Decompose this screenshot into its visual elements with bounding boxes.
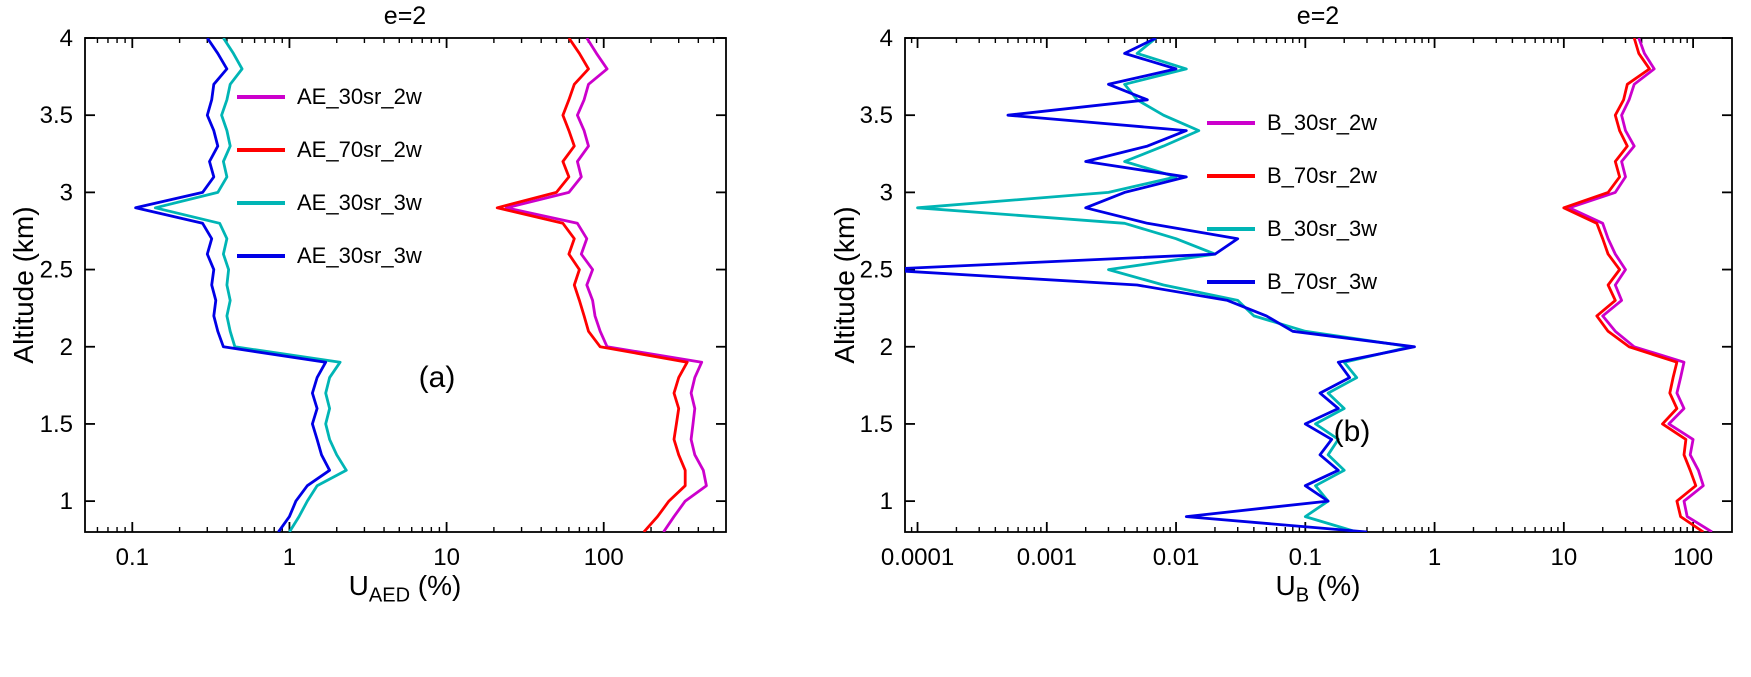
y-tick-label: 3.5 bbox=[860, 102, 893, 129]
legend-line-swatch bbox=[1207, 280, 1255, 284]
axes-box bbox=[904, 37, 1733, 533]
legend-line-swatch bbox=[1207, 121, 1255, 125]
y-tick-label: 2 bbox=[60, 334, 73, 361]
legend-label: AE_30sr_3w bbox=[297, 243, 422, 268]
legend-label: B_70sr_2w bbox=[1267, 163, 1378, 188]
y-tick-label: 4 bbox=[60, 25, 73, 52]
legend-item: B_30sr_3w bbox=[1207, 216, 1377, 242]
chart-b-panel-letter: (b) bbox=[1333, 415, 1371, 448]
x-tick-label: 1 bbox=[1428, 544, 1441, 571]
x-tick-label: 0.1 bbox=[1289, 544, 1322, 571]
x-tick-label: 0.001 bbox=[1017, 544, 1077, 571]
x-tick-label: 100 bbox=[1673, 544, 1713, 571]
xlabel-sub: AED bbox=[368, 584, 411, 607]
y-tick-label: 2 bbox=[880, 334, 893, 361]
legend-label: AE_30sr_3w bbox=[297, 190, 422, 215]
legend-line-swatch bbox=[237, 201, 285, 205]
legend-label: AE_70sr_2w bbox=[297, 137, 422, 162]
x-tick-label: 0.0001 bbox=[881, 544, 954, 571]
legend-item: B_70sr_3w bbox=[1207, 269, 1377, 295]
axes-box bbox=[84, 37, 727, 533]
xlabel-sub: B bbox=[1295, 584, 1310, 607]
x-tick-label: 100 bbox=[584, 544, 624, 571]
chart-a-legend: AE_30sr_2w AE_70sr_2w AE_30sr_3w AE_30sr_3w bbox=[237, 84, 422, 269]
y-tick-label: 3.5 bbox=[40, 102, 73, 129]
chart-a-x-axis-label: UAED (%) bbox=[349, 570, 462, 608]
y-tick-label: 1 bbox=[60, 488, 73, 515]
y-tick-label: 3 bbox=[880, 179, 893, 206]
series-line-AE_30sr_3w bbox=[134, 38, 332, 532]
xlabel-rest: (%) bbox=[410, 570, 462, 601]
legend-label: AE_30sr_2w bbox=[297, 84, 422, 109]
legend-line-swatch bbox=[237, 95, 285, 99]
chart-a-panel-letter: (a) bbox=[418, 361, 456, 394]
series-line-AE_30sr_3w bbox=[153, 38, 348, 532]
x-tick-label: 10 bbox=[433, 544, 460, 571]
xlabel-main: U bbox=[1275, 570, 1296, 601]
series-line-B_70sr_2w bbox=[1562, 38, 1705, 532]
legend-item: AE_30sr_3w bbox=[237, 190, 422, 216]
legend-item: B_30sr_2w bbox=[1207, 110, 1377, 136]
y-tick-label: 2.5 bbox=[860, 257, 893, 284]
series-line-B_70sr_3w bbox=[905, 38, 1416, 532]
chart-b-legend: B_30sr_2w B_70sr_2w B_30sr_3w B_70sr_3w bbox=[1207, 110, 1377, 295]
legend-label: B_30sr_2w bbox=[1267, 110, 1378, 135]
legend-line-swatch bbox=[1207, 227, 1255, 231]
chart-b-title: e=2 bbox=[1296, 2, 1340, 30]
x-tick-label: 10 bbox=[1550, 544, 1577, 571]
legend-label: B_30sr_3w bbox=[1267, 216, 1378, 241]
chart-a-title: e=2 bbox=[383, 2, 427, 30]
x-tick-label: 0.1 bbox=[116, 544, 149, 571]
chart-b-x-axis-label: UB (%) bbox=[1276, 570, 1361, 608]
legend-item: AE_70sr_2w bbox=[237, 137, 422, 163]
y-tick-label: 1 bbox=[880, 488, 893, 515]
xlabel-main: U bbox=[348, 570, 369, 601]
y-tick-label: 1.5 bbox=[40, 411, 73, 438]
legend-label: B_70sr_3w bbox=[1267, 269, 1378, 294]
chart-a-y-axis-label: Altitude (km) bbox=[8, 206, 39, 364]
xlabel-rest: (%) bbox=[1309, 570, 1361, 601]
legend-line-swatch bbox=[1207, 174, 1255, 178]
y-tick-label: 1.5 bbox=[860, 411, 893, 438]
x-tick-label: 0.01 bbox=[1153, 544, 1200, 571]
y-tick-label: 4 bbox=[880, 25, 893, 52]
legend-line-swatch bbox=[237, 148, 285, 152]
legend-item: B_70sr_2w bbox=[1207, 163, 1377, 189]
series-line-B_30sr_2w bbox=[1567, 38, 1713, 532]
series-line-B_30sr_3w bbox=[916, 38, 1412, 532]
y-tick-label: 3 bbox=[60, 179, 73, 206]
series-line-AE_70sr_2w bbox=[495, 38, 689, 532]
x-tick-label: 1 bbox=[283, 544, 296, 571]
legend-item: AE_30sr_3w bbox=[237, 243, 422, 269]
legend-item: AE_30sr_2w bbox=[237, 84, 422, 110]
series-line-AE_30sr_2w bbox=[504, 38, 708, 532]
legend-line-swatch bbox=[237, 254, 285, 258]
y-tick-label: 2.5 bbox=[40, 257, 73, 284]
chart-b-y-axis-label: Altitude (km) bbox=[829, 206, 860, 364]
